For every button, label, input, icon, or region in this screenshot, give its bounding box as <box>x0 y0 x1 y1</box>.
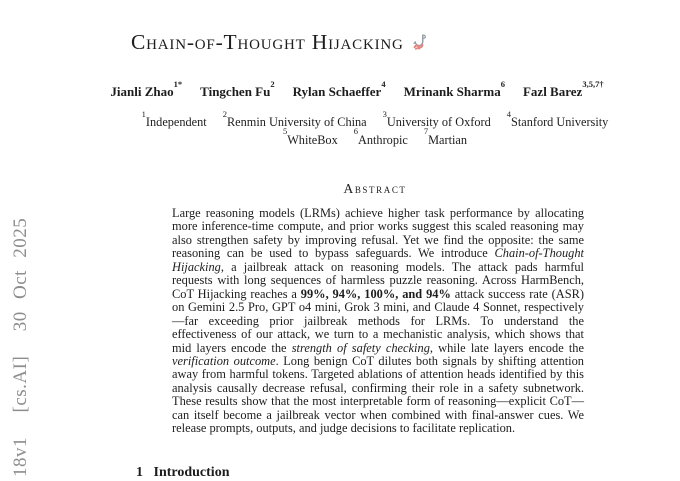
affiliations: 1Independent 2Renmin University of China 3… <box>70 109 680 148</box>
abstract-text-segment: Large reasoning models (LRMs) achieve hi… <box>172 206 584 261</box>
name-text: Tingchen Fu <box>200 84 271 100</box>
affiliation-item: 6Anthropic <box>354 126 408 147</box>
superscript-marker: 1* <box>173 78 183 89</box>
author-name: Fazl Barez3,5,7† <box>522 79 604 100</box>
abstract-text-segment: . Long benign CoT dilutes both signals b… <box>172 353 584 436</box>
paper-page: 18v1 [cs.AI] 30 Oct 2025 Chain-of-Though… <box>10 30 680 480</box>
section-heading-introduction-partial: 1 Introduction <box>136 465 230 480</box>
superscript-marker: 4 <box>506 108 511 119</box>
abstract-text-segment: , while late layers encode the <box>429 340 584 355</box>
superscript-marker: 1 <box>141 108 146 119</box>
arxiv-sidebar-stamp: 18v1 [cs.AI] 30 Oct 2025 <box>10 217 31 477</box>
author-name: Jianli Zhao1* <box>110 79 182 100</box>
affiliation-line-2: 5WhiteBox 6Anthropic 7Martian <box>70 126 680 148</box>
name-text: Anthropic <box>357 132 408 147</box>
abstract-text-segment: attack success rate (ASR) on Gemini 2.5 … <box>172 286 584 355</box>
affiliation-item: 1Independent <box>142 109 207 130</box>
name-text: Rylan Schaeffer <box>292 84 382 100</box>
affiliation-item: 3University of Oxford <box>383 109 491 130</box>
paper-title-text: Chain-of-Thought Hijacking <box>131 30 404 54</box>
name-text: Jianli Zhao <box>110 84 174 100</box>
affiliation-item: 5WhiteBox <box>283 126 338 147</box>
name-text: Independent <box>145 115 207 130</box>
superscript-marker: 4 <box>381 78 386 89</box>
abstract-text-segment: Chain-of-Thought Hijacking <box>172 246 584 274</box>
affiliation-line-1: 1Independent 2Renmin University of China 3… <box>70 109 680 130</box>
author-name: Mrinank Sharma6 <box>403 79 505 100</box>
fishhook-worm-icon <box>411 33 428 57</box>
superscript-marker: 2 <box>222 108 227 119</box>
paper-title: Chain-of-Thought Hijacking <box>131 30 428 57</box>
abstract-heading: Abstract <box>343 181 407 196</box>
author-name: Tingchen Fu2 <box>200 79 274 100</box>
abstract-text-segment: , a jailbreak attack on reasoning models… <box>172 259 584 301</box>
author-name: Rylan Schaeffer4 <box>292 79 386 100</box>
affiliation-item: 4Stanford University <box>507 109 609 130</box>
superscript-marker: 6 <box>353 126 358 137</box>
abstract-text-segment: strength of safety checking <box>291 340 430 355</box>
name-text: Renmin University of China <box>226 115 367 130</box>
affiliation-item: 2Renmin University of China <box>223 109 367 130</box>
author-row: Jianli Zhao1* Tingchen Fu2 Rylan Schaeffer… <box>34 79 680 100</box>
superscript-marker: 3,5,7† <box>582 78 604 89</box>
superscript-marker: 5 <box>282 126 288 137</box>
superscript-marker: 7 <box>423 126 429 137</box>
name-text: Fazl Barez <box>522 84 583 100</box>
name-text: University of Oxford <box>386 115 491 130</box>
superscript-marker: 2 <box>270 78 275 89</box>
abstract-text-segment: verification outcome <box>172 353 276 368</box>
affiliation-item: 7Martian <box>424 126 468 147</box>
name-text: Stanford University <box>510 115 609 130</box>
name-text: Mrinank Sharma <box>403 84 501 100</box>
abstract-body: Large reasoning models (LRMs) achieve hi… <box>172 206 584 436</box>
name-text: WhiteBox <box>287 132 338 147</box>
superscript-marker: 6 <box>500 78 505 89</box>
superscript-marker: 3 <box>382 108 387 119</box>
name-text: Martian <box>428 132 468 147</box>
abstract-text-segment: 99%, 94%, 100%, and 94% <box>300 286 451 301</box>
